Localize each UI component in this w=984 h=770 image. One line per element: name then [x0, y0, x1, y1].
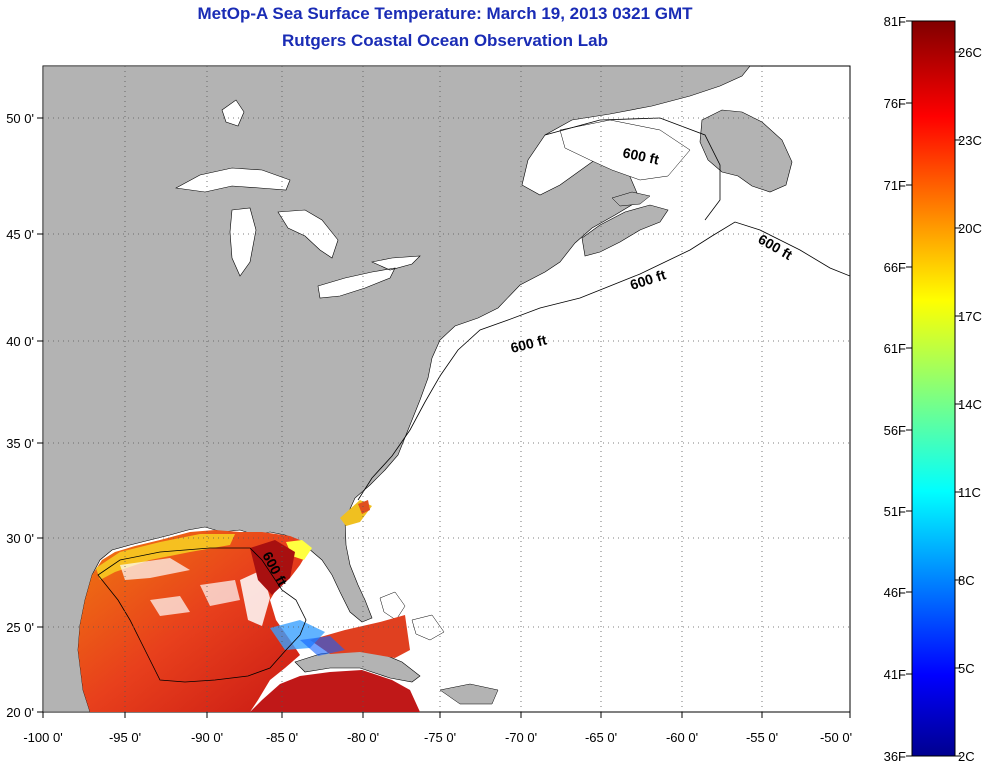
colorbar-c-label: 26C [958, 45, 982, 60]
lon-tick-label: -80 0' [347, 730, 379, 745]
lat-tick-label: 25 0' [6, 620, 34, 635]
colorbar-f-label: 66F [884, 260, 906, 275]
colorbar: 81F 76F 71F 66F 61F 56F 51F 46F 41F 36F … [884, 14, 982, 764]
map-subtitle: Rutgers Coastal Ocean Observation Lab [282, 31, 608, 50]
lat-tick-label: 35 0' [6, 436, 34, 451]
land-mass [43, 66, 751, 712]
map-title: MetOp-A Sea Surface Temperature: March 1… [197, 4, 693, 23]
lon-tick-label: -90 0' [191, 730, 223, 745]
lon-tick-label: -50 0' [820, 730, 852, 745]
lat-tick-label: 50 0' [6, 111, 34, 126]
colorbar-f-label: 51F [884, 504, 906, 519]
colorbar-f-label: 56F [884, 423, 906, 438]
colorbar-c-label: 20C [958, 221, 982, 236]
lat-tick-label: 40 0' [6, 334, 34, 349]
colorbar-c-label: 11C [958, 485, 981, 500]
lon-tick-label: -70 0' [505, 730, 537, 745]
great-lakes [175, 99, 421, 299]
newfoundland-land [699, 109, 793, 193]
lon-tick-label: -85 0' [266, 730, 298, 745]
lon-tick-label: -95 0' [109, 730, 141, 745]
lat-tick-label: 45 0' [6, 227, 34, 242]
colorbar-f-label: 46F [884, 585, 906, 600]
colorbar-f-label: 36F [884, 749, 906, 764]
colorbar-f-label: 71F [884, 178, 906, 193]
nova-scotia-land [581, 204, 669, 257]
colorbar-f-label: 81F [884, 14, 906, 29]
lat-tick-label: 20 0' [6, 705, 34, 720]
contour-label: 600 ft [621, 144, 660, 167]
map-area: 600 ft 600 ft 600 ft 600 ft 600 ft [42, 65, 851, 713]
colorbar-f-label: 41F [884, 667, 906, 682]
colorbar-c-label: 17C [958, 309, 982, 324]
depth-contour-600ft [97, 547, 307, 683]
colorbar-c-label: 14C [958, 397, 982, 412]
colorbar-f-label: 61F [884, 341, 906, 356]
colorbar-c-label: 8C [958, 573, 975, 588]
lon-tick-label: -55 0' [746, 730, 778, 745]
lon-tick-label: -60 0' [666, 730, 698, 745]
lon-tick-label: -65 0' [585, 730, 617, 745]
lon-tick-label: -100 0' [23, 730, 62, 745]
lon-tick-label: -75 0' [424, 730, 456, 745]
colorbar-c-label: 2C [958, 749, 975, 764]
colorbar-c-label: 5C [958, 661, 975, 676]
lat-tick-label: 30 0' [6, 531, 34, 546]
colorbar-f-label: 76F [884, 96, 906, 111]
colorbar-c-label: 23C [958, 133, 982, 148]
